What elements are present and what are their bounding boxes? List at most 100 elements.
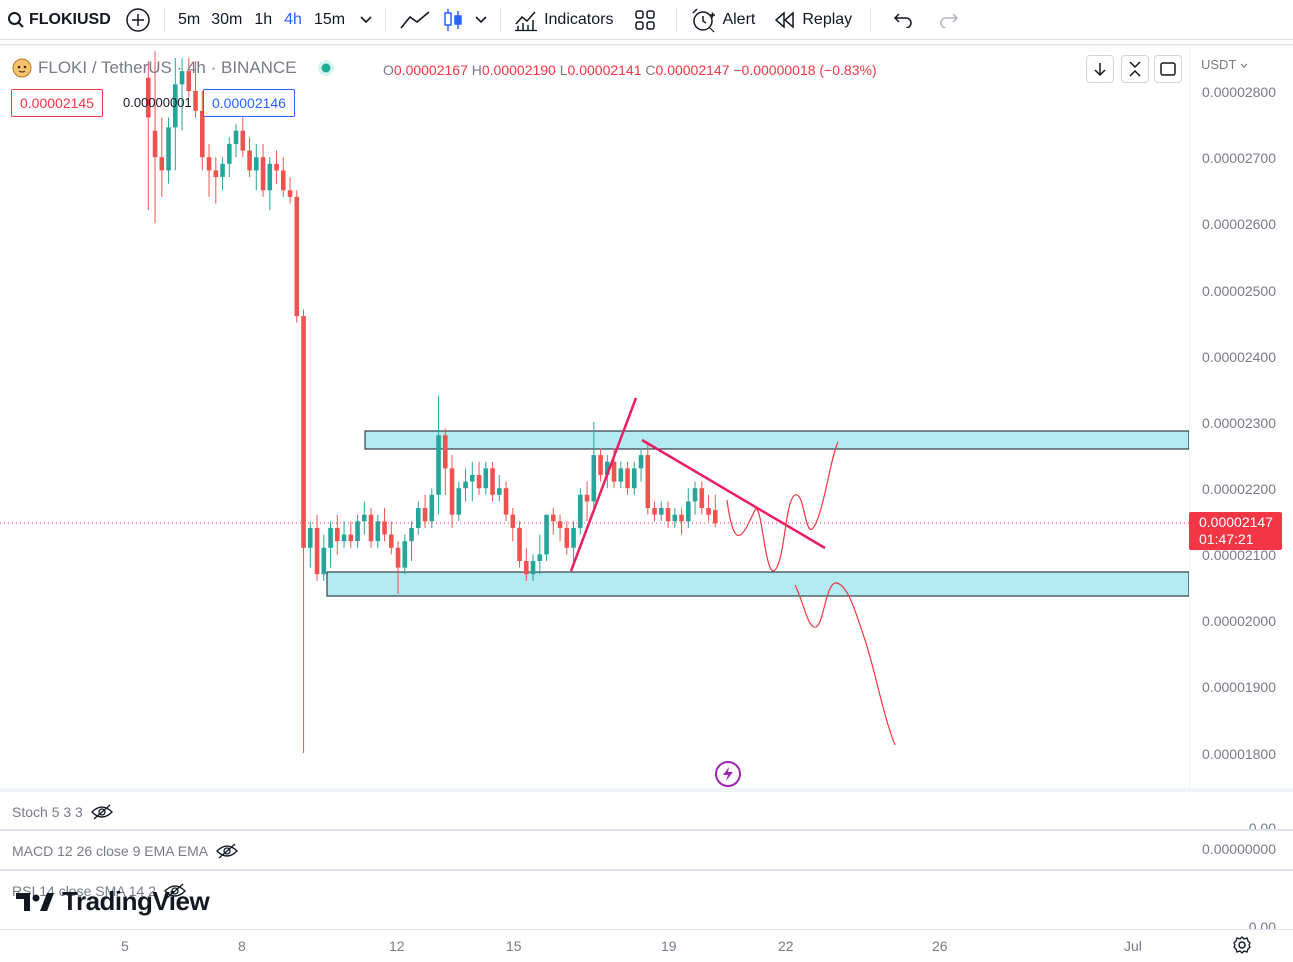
layouts-button[interactable] (620, 0, 670, 40)
redo-button[interactable] (929, 0, 969, 40)
candle (490, 461, 495, 502)
candle-body (247, 150, 252, 171)
candle-body (436, 435, 441, 495)
candle (166, 117, 171, 184)
candle-body (598, 455, 603, 475)
candle (247, 137, 252, 178)
chart-settings-button[interactable] (1232, 935, 1252, 960)
candle (362, 501, 367, 535)
eye-hidden-icon[interactable] (164, 883, 186, 899)
indicators-button[interactable]: Indicators (507, 0, 620, 40)
candle (402, 534, 408, 575)
candle-body (179, 71, 185, 85)
candle (699, 481, 705, 515)
interval-dropdown[interactable] (353, 0, 379, 40)
rsi-value: 0.00 (1248, 919, 1276, 929)
price-chart[interactable] (0, 44, 1293, 788)
candle (254, 143, 259, 191)
candle (186, 57, 192, 98)
pane-separator[interactable] (0, 869, 1293, 871)
projection-path-up[interactable] (726, 441, 839, 572)
chart-type-candles-button[interactable] (438, 0, 468, 40)
candle-body (463, 481, 468, 489)
search-icon (8, 11, 24, 28)
eye-hidden-icon[interactable] (90, 804, 113, 820)
scroll-to-latest-button[interactable] (1086, 55, 1114, 83)
candle (260, 143, 266, 197)
floki-logo-icon (12, 58, 32, 78)
candle-body (166, 127, 171, 171)
auto-scale-button[interactable] (1121, 55, 1149, 83)
candle-body (389, 534, 394, 548)
data-update-button[interactable] (715, 761, 741, 787)
candle-body (449, 468, 455, 515)
candle-body (348, 534, 354, 542)
fullscreen-button[interactable] (1154, 55, 1182, 83)
chart-type-dropdown[interactable] (468, 0, 494, 40)
interval-4h[interactable]: 4h (280, 0, 306, 40)
chart-type-line-button[interactable] (392, 0, 438, 40)
interval-15m[interactable]: 15m (306, 0, 353, 40)
candle (341, 521, 347, 548)
candle-body (524, 561, 529, 575)
candle (274, 150, 279, 184)
candle-body (281, 170, 286, 191)
candle (483, 461, 489, 495)
spread-value: 0.00000001 (123, 95, 192, 110)
candle (470, 461, 475, 502)
candle (193, 61, 198, 118)
interval-30m[interactable]: 30m (207, 0, 246, 40)
rising-trendline[interactable] (569, 397, 638, 572)
line-chart-icon (400, 10, 430, 29)
time-tick: 26 (932, 938, 948, 954)
price-tick: 0.00002300 (1202, 415, 1276, 431)
close-value: 0.00002147 (655, 62, 730, 78)
falling-trendline[interactable] (641, 438, 826, 550)
buy-button[interactable]: 0.00002146 (203, 89, 295, 117)
candle (645, 441, 651, 515)
candle-body (470, 474, 475, 482)
candle (713, 494, 718, 528)
compare-button[interactable] (118, 0, 158, 40)
currency-selector[interactable]: USDT (1201, 57, 1248, 72)
candle-body (551, 514, 556, 522)
candle-body (490, 468, 495, 495)
undo-button[interactable] (877, 0, 929, 40)
candle (510, 508, 516, 542)
sell-button[interactable]: 0.00002145 (11, 89, 103, 117)
candle (679, 508, 684, 535)
tradingview-logo[interactable]: TradingView (16, 886, 210, 917)
pane-separator[interactable] (0, 788, 1293, 792)
candle (267, 157, 273, 211)
support-zone[interactable] (326, 571, 1190, 597)
legend-title: FLOKI / TetherUS · 4h · BINANCE (38, 58, 297, 77)
interval-5m[interactable]: 5m (171, 0, 207, 40)
time-tick: 22 (778, 938, 794, 954)
replay-button[interactable]: Replay (762, 0, 864, 40)
candle (659, 501, 664, 522)
screen-icon (1160, 62, 1176, 76)
time-tick: Jul (1124, 938, 1142, 954)
pane-separator[interactable] (0, 829, 1293, 831)
symbol-search[interactable]: FLOKIUSD (0, 0, 118, 40)
alert-button[interactable]: Alert (683, 0, 762, 40)
macd-pane-legend[interactable]: MACD 12 26 close 9 EMA EMA (12, 843, 238, 859)
stoch-value: 0.00 (1248, 820, 1276, 829)
candle-body (510, 514, 516, 528)
candle-body (314, 527, 320, 575)
candle-body (294, 196, 300, 317)
projection-path-down[interactable] (794, 582, 896, 746)
time-tick: 15 (506, 938, 522, 954)
interval-label: 1h (254, 10, 273, 28)
stoch-pane-legend[interactable]: Stoch 5 3 3 (12, 804, 113, 820)
resistance-zone[interactable] (364, 430, 1190, 450)
candle-body (409, 527, 414, 542)
eye-hidden-icon[interactable] (216, 843, 238, 859)
interval-1h[interactable]: 1h (246, 0, 280, 40)
candle-countdown: 01:47:21 (1199, 531, 1254, 547)
candle (287, 177, 293, 204)
candle-body (200, 110, 205, 158)
candle-body (159, 157, 165, 171)
candle (409, 521, 414, 562)
candle (368, 508, 374, 548)
